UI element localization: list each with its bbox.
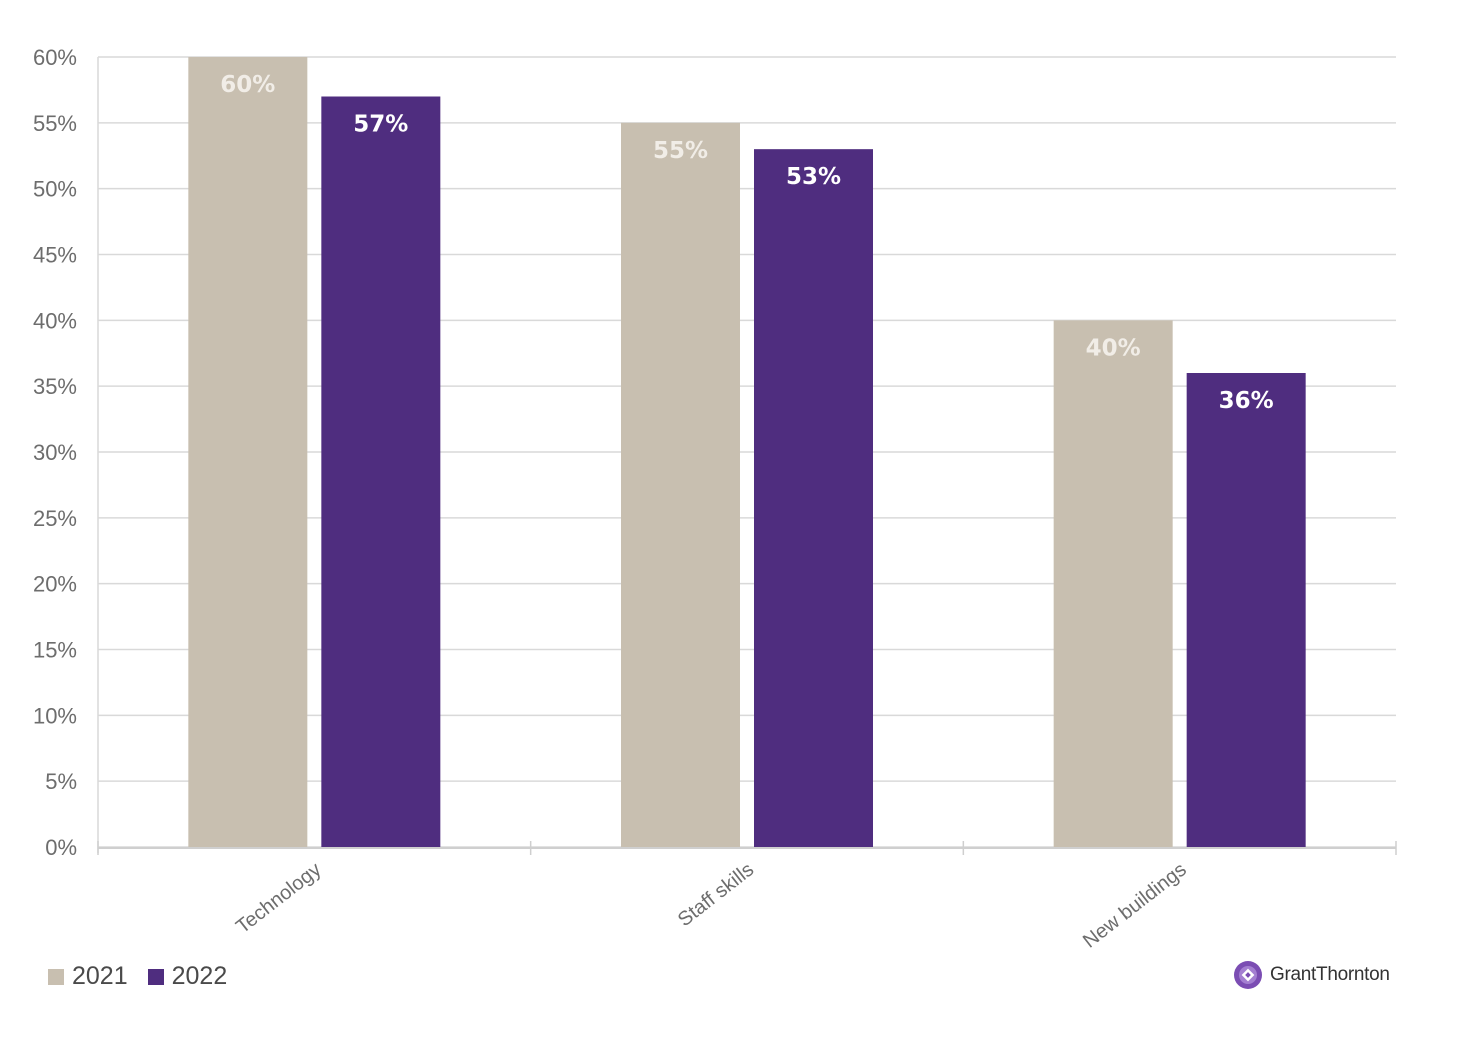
x-category-label: Technology bbox=[232, 859, 325, 939]
bars bbox=[188, 57, 1306, 848]
y-tick-label: 20% bbox=[33, 572, 77, 597]
legend-label-2021: 2021 bbox=[72, 962, 128, 990]
y-tick-label: 10% bbox=[33, 703, 77, 728]
legend-swatch-2021 bbox=[48, 968, 64, 985]
legend: 2021 2022 bbox=[48, 962, 247, 991]
x-category-label: Staff skills bbox=[674, 859, 758, 932]
y-tick-label: 45% bbox=[33, 243, 77, 268]
y-tick-label: 5% bbox=[45, 769, 77, 794]
bar-value-label: 55% bbox=[653, 138, 708, 164]
x-axis bbox=[97, 57, 1397, 855]
bar-2022-new-buildings bbox=[1186, 373, 1306, 847]
bar-2021-technology bbox=[188, 57, 308, 847]
y-tick-label: 50% bbox=[33, 177, 77, 202]
brand-logo: GrantThornton bbox=[1233, 960, 1390, 990]
bar-2022-technology bbox=[321, 96, 441, 847]
y-tick-label: 40% bbox=[33, 308, 77, 333]
y-tick-label: 60% bbox=[33, 45, 77, 70]
bar-value-label: 60% bbox=[220, 72, 275, 98]
bar-value-label: 57% bbox=[353, 112, 408, 138]
brand-name: GrantThornton bbox=[1270, 964, 1390, 985]
legend-swatch-2022 bbox=[147, 968, 164, 985]
bar-2021-staff-skills bbox=[621, 122, 740, 848]
y-tick-label: 15% bbox=[33, 638, 77, 663]
gridlines bbox=[98, 56, 1396, 848]
bar-2022-staff-skills bbox=[754, 149, 873, 847]
y-tick-label: 0% bbox=[45, 835, 77, 860]
y-tick-label: 55% bbox=[33, 111, 77, 136]
legend-item-2022: 2022 bbox=[147, 962, 228, 991]
bar-value-label: 53% bbox=[786, 164, 841, 190]
legend-label-2022: 2022 bbox=[171, 962, 228, 990]
bar-value-label: 36% bbox=[1219, 388, 1274, 414]
legend-item-2021: 2021 bbox=[48, 962, 128, 991]
bar-2021-new-buildings bbox=[1053, 320, 1173, 847]
x-category-label: New buildings bbox=[1079, 859, 1191, 953]
grant-thornton-logo-icon bbox=[1234, 961, 1262, 989]
y-tick-label: 35% bbox=[33, 374, 77, 399]
bar-value-label: 40% bbox=[1086, 335, 1141, 361]
y-tick-label: 30% bbox=[33, 440, 77, 465]
y-tick-label: 25% bbox=[33, 506, 77, 531]
